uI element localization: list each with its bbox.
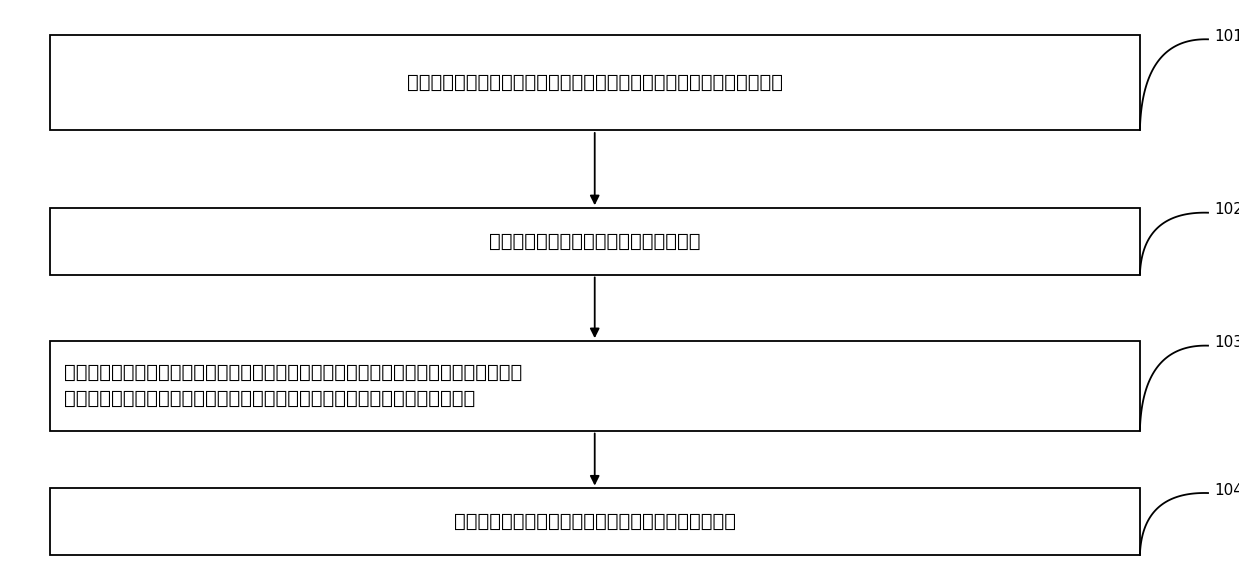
Bar — [50, 341, 1140, 431]
Text: 获取与每一调相电极对应的第一锁定系数: 获取与每一调相电极对应的第一锁定系数 — [489, 232, 700, 251]
Text: 104: 104 — [1214, 483, 1239, 498]
Bar — [50, 35, 1140, 130]
Text: 102: 102 — [1214, 202, 1239, 217]
Text: 103: 103 — [1214, 335, 1239, 350]
Text: 基于多个第二时刻的偏压调节量对调制器进行偏压控制: 基于多个第二时刻的偏压调节量对调制器进行偏压控制 — [453, 512, 736, 531]
Text: 基于每一调相电极对应的第一时刻的偏压控制点和第一锁定系数，确定每一调相电极对应: 基于每一调相电极对应的第一时刻的偏压控制点和第一锁定系数，确定每一调相电极对应 — [64, 364, 523, 382]
Bar — [50, 208, 1140, 275]
Text: 101: 101 — [1214, 29, 1239, 44]
Bar — [50, 488, 1140, 555]
Text: 获取调制器的多个调相电极中每一调相电极对应的第一时刻的偏压控制点: 获取调制器的多个调相电极中每一调相电极对应的第一时刻的偏压控制点 — [406, 73, 783, 92]
Text: 的第二时刻的偏压调节量，得到多个调相电极对应的多个第二时刻的偏压调节量: 的第二时刻的偏压调节量，得到多个调相电极对应的多个第二时刻的偏压调节量 — [64, 390, 476, 408]
